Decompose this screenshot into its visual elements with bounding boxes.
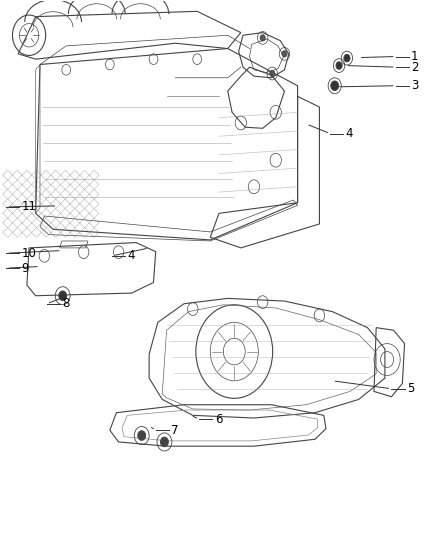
Text: 3: 3 [411,79,418,92]
Circle shape [138,431,146,440]
Text: 1: 1 [411,50,419,63]
Text: 6: 6 [215,413,222,425]
Text: 7: 7 [171,424,178,437]
Circle shape [344,54,350,62]
Text: 4: 4 [346,127,353,140]
Text: 10: 10 [21,247,36,260]
Text: 8: 8 [62,297,69,310]
Circle shape [160,437,168,447]
Circle shape [270,70,275,77]
Circle shape [59,291,67,301]
Text: 9: 9 [21,262,29,274]
Circle shape [282,51,287,57]
Text: 2: 2 [411,61,419,74]
Text: 4: 4 [127,249,135,262]
Circle shape [331,81,339,91]
Circle shape [336,62,342,69]
Text: 5: 5 [407,382,414,395]
Text: 11: 11 [21,200,37,213]
Circle shape [260,35,265,41]
